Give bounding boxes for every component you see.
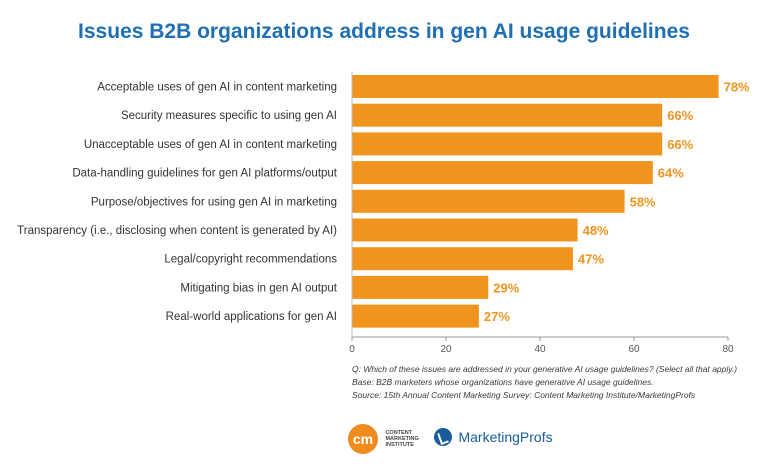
category-label-1: Acceptable uses of gen AI in content mar…: [97, 82, 337, 94]
category-label-8: Mitigating bias in gen AI output: [180, 282, 337, 294]
value-labels: 78% 66% 66% 64%58% 48% 47% 29% 27%: [484, 80, 750, 325]
bar-9: [352, 304, 479, 328]
category-label-6: Transparency (i.e., disclosing when cont…: [17, 225, 337, 237]
bars-group: [352, 75, 719, 328]
category-label-5: Purpose/objectives for using gen AI in m…: [91, 196, 337, 208]
value-label-4: 64%: [658, 166, 684, 181]
x-axis: 0 20 40 60 80: [349, 72, 734, 355]
category-label-4: Data-handling guidelines for gen AI plat…: [72, 168, 337, 180]
category-label-7: Legal/copyright recommendations: [164, 254, 337, 266]
category-label-3: Unacceptable uses of gen AI in content m…: [84, 139, 337, 151]
value-label-3: 66%: [667, 137, 693, 152]
x-tick-label-80: 80: [722, 344, 734, 355]
category-label-2: Security measures specific to using gen …: [121, 110, 337, 122]
x-tick-label-60: 60: [628, 344, 640, 355]
marketingprofs-logo-text: MarketingProfs: [458, 429, 553, 445]
category-labels: Acceptable uses of gen AI in content mar…: [17, 82, 338, 324]
cmi-logo-mark: cm: [348, 424, 378, 454]
bar-chart: Acceptable uses of gen AI in content mar…: [17, 72, 750, 355]
x-tick-label-40: 40: [534, 344, 546, 355]
survey-source: Source: 15th Annual Content Marketing Su…: [352, 390, 696, 400]
cmi-logo-text: CONTENT MARKETING INSTITUTE: [385, 430, 419, 448]
bar-6: [352, 218, 578, 242]
x-tick-label-0: 0: [349, 344, 355, 355]
marketingprofs-icon: [434, 428, 452, 446]
bar-1: [352, 75, 719, 98]
value-label-7: 47%: [578, 252, 604, 267]
bar-3: [352, 132, 663, 156]
value-label-6: 48%: [583, 223, 609, 238]
category-label-9: Real-world applications for gen AI: [166, 311, 337, 323]
x-tick-label-20: 20: [440, 344, 452, 355]
survey-base: Base: B2B marketers whose organizations …: [352, 377, 654, 387]
bar-4: [352, 161, 653, 185]
cmi-logo: cm CONTENT MARKETING INSTITUTE: [348, 424, 419, 454]
bar-5: [352, 189, 625, 213]
value-label-5: 58%: [630, 194, 656, 209]
survey-question: Q: Which of these issues are addressed i…: [352, 364, 738, 374]
chart-notes: Q: Which of these issues are addressed i…: [352, 363, 762, 402]
bar-7: [352, 247, 573, 271]
bar-8: [352, 275, 489, 299]
value-label-2: 66%: [667, 108, 693, 123]
value-label-8: 29%: [493, 280, 519, 295]
chart-title: Issues B2B organizations address in gen …: [78, 20, 690, 43]
value-label-1: 78%: [724, 80, 750, 95]
marketingprofs-logo: MarketingProfs: [434, 428, 553, 448]
value-label-9: 27%: [484, 309, 510, 324]
bar-2: [352, 103, 663, 127]
